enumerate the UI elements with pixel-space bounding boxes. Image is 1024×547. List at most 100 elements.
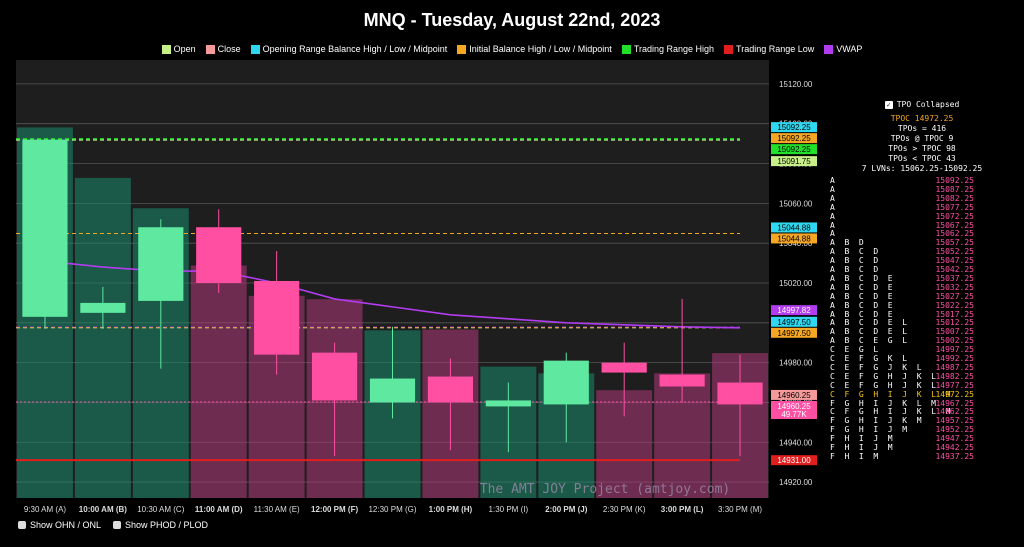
tpos-at-tpoc: TPOs @ TPOC 9: [890, 134, 954, 143]
legend-item[interactable]: Trading Range High: [621, 44, 715, 54]
tpo-letters: A: [830, 176, 835, 185]
tpo-letters: C F G H I J K L M: [830, 407, 951, 417]
show-phod-plod-label: Show PHOD / PLOD: [125, 520, 209, 530]
tpo-price: 15007.25: [935, 327, 974, 337]
tpo-row: A B D 15057.25: [824, 238, 1020, 247]
x-tick-label: 2:30 PM (K): [603, 505, 646, 514]
tpo-price: 15072.25: [935, 211, 974, 221]
tpo-collapsed-label: TPO Collapsed: [896, 100, 960, 109]
tpo-letters: A: [830, 220, 835, 230]
tpo-letters: F G H I J K L M: [830, 398, 936, 408]
legend-item[interactable]: Close: [205, 44, 241, 54]
tpo-row: A B C D E 15022.25: [824, 301, 1020, 310]
price-tag: [771, 389, 817, 400]
price-tag-label: 15044.88: [777, 234, 811, 243]
tpo-row: F H I M 14937.25: [824, 452, 1020, 461]
y-tick-label: 15120.00: [779, 80, 813, 89]
tpo-price: 15092.25: [935, 176, 974, 185]
tpo-row: A B C E G L 15002.25: [824, 336, 1020, 345]
y-tick-label: 14980.00: [779, 359, 813, 368]
tpo-row: A B C D E L 15007.25: [824, 327, 1020, 336]
legend-item[interactable]: Trading Range Low: [724, 44, 814, 54]
legend-item[interactable]: Open: [161, 44, 196, 54]
tpo-letters: C E G L: [830, 345, 879, 355]
tpo-row: A B C D E 15032.25: [824, 283, 1020, 292]
price-tag-label: 14960.25: [777, 402, 811, 411]
volume-bar: [190, 265, 247, 498]
tpo-row: F H I J M 14942.25: [824, 443, 1020, 452]
tpo-collapsed-toggle[interactable]: ✓ TPO Collapsed: [824, 100, 1020, 110]
tpo-price: 14987.25: [935, 362, 974, 372]
x-tick-label: 12:00 PM (F): [311, 505, 358, 514]
show-ohn-onl-toggle[interactable]: Show OHN / ONL: [18, 520, 101, 530]
tpo-row: A 15072.25: [824, 212, 1020, 221]
show-phod-plod-toggle[interactable]: Show PHOD / PLOD: [113, 520, 208, 530]
x-tick-label: 1:30 PM (I): [489, 505, 529, 514]
tpo-row: C E F G H J K L 14982.25: [824, 372, 1020, 381]
candle-body: [427, 376, 474, 403]
checkbox-icon[interactable]: [113, 521, 122, 529]
price-tag-label: 15092.25: [777, 123, 811, 132]
tpo-row: A 15082.25: [824, 194, 1020, 203]
tpo-price: 15032.25: [935, 282, 974, 292]
tpo-row: A 15067.25: [824, 221, 1020, 230]
checkbox-icon[interactable]: [18, 521, 26, 529]
tpo-letters: A: [830, 202, 835, 212]
tpo-row: A 15092.25: [824, 176, 1020, 185]
price-tag-label: 14997.50: [777, 318, 811, 327]
tpos-above-tpoc: TPOs > TPOC 98: [888, 144, 956, 153]
tpo-price: 15002.25: [935, 336, 974, 346]
legend-swatch: [250, 44, 260, 54]
tpo-price: 15082.25: [935, 193, 974, 203]
tpo-letters: A B C D E L: [830, 327, 908, 337]
legend-label: Trading Range High: [633, 44, 715, 54]
x-tick-label: 2:00 PM (J): [545, 505, 588, 514]
tpo-letters: F H I J M: [830, 434, 893, 444]
tpoc-label: TPOC 14972.25: [890, 114, 954, 123]
legend-item[interactable]: VWAP: [824, 44, 862, 54]
tpo-row: F H I J M 14947.25: [824, 434, 1020, 443]
candle-body: [138, 227, 184, 301]
x-tick-label: 1:00 PM (H): [429, 505, 473, 514]
tpo-row: A B C D 15047.25: [824, 256, 1020, 265]
tpo-row: F G H I J K L M 14967.25: [824, 399, 1020, 408]
legend-swatch: [724, 44, 734, 54]
x-tick-label: 3:00 PM (L): [661, 505, 704, 514]
chart-options: Show OHN / ONL Show PHOD / PLOD: [18, 520, 208, 530]
tpo-row: A 15087.25: [824, 185, 1020, 194]
price-tag: [771, 400, 817, 411]
tpo-letters: C E F G H J K L: [830, 371, 936, 381]
candle-body: [311, 352, 358, 401]
price-tag: [771, 222, 817, 233]
tpo-row: C E G L 14997.25: [824, 345, 1020, 354]
legend-item[interactable]: Initial Balance High / Low / Midpoint: [457, 44, 612, 54]
tpo-price: 15087.25: [935, 184, 974, 194]
legend-swatch: [824, 44, 834, 54]
tpos-count: TPOs = 416: [897, 124, 947, 133]
candle-body: [254, 280, 300, 355]
tpo-price: 14992.25: [935, 354, 974, 363]
price-tag-label: 14997.82: [777, 306, 811, 315]
candle-body: [22, 139, 68, 317]
legend-label: Close: [217, 44, 241, 54]
price-tag: [771, 305, 817, 316]
tpo-row: C E F G K L 14992.25: [824, 354, 1020, 363]
tpo-price: 14947.25: [935, 434, 974, 444]
legend-item[interactable]: Opening Range Balance High / Low / Midpo…: [250, 44, 447, 54]
tpo-letters: A: [830, 193, 835, 203]
tpo-price: 15052.25: [935, 247, 974, 257]
x-tick-label: 10:00 AM (B): [79, 505, 127, 514]
checkbox-icon[interactable]: ✓: [884, 101, 893, 109]
price-tag: [771, 122, 817, 133]
tpo-row: A B C D 15042.25: [824, 265, 1020, 274]
x-tick-label: 3:30 PM (M): [718, 505, 762, 514]
legend-swatch: [205, 44, 215, 54]
candle-body: [659, 374, 705, 387]
candle-body: [717, 382, 763, 405]
tpo-letters: F G H I J K M: [830, 416, 922, 426]
tpo-price: 14957.25: [935, 416, 974, 426]
tpo-price: 15037.25: [935, 273, 974, 283]
tpo-letters: A: [830, 211, 835, 221]
tpo-letters: F G H I J M: [830, 425, 908, 435]
price-tag: [771, 327, 817, 338]
